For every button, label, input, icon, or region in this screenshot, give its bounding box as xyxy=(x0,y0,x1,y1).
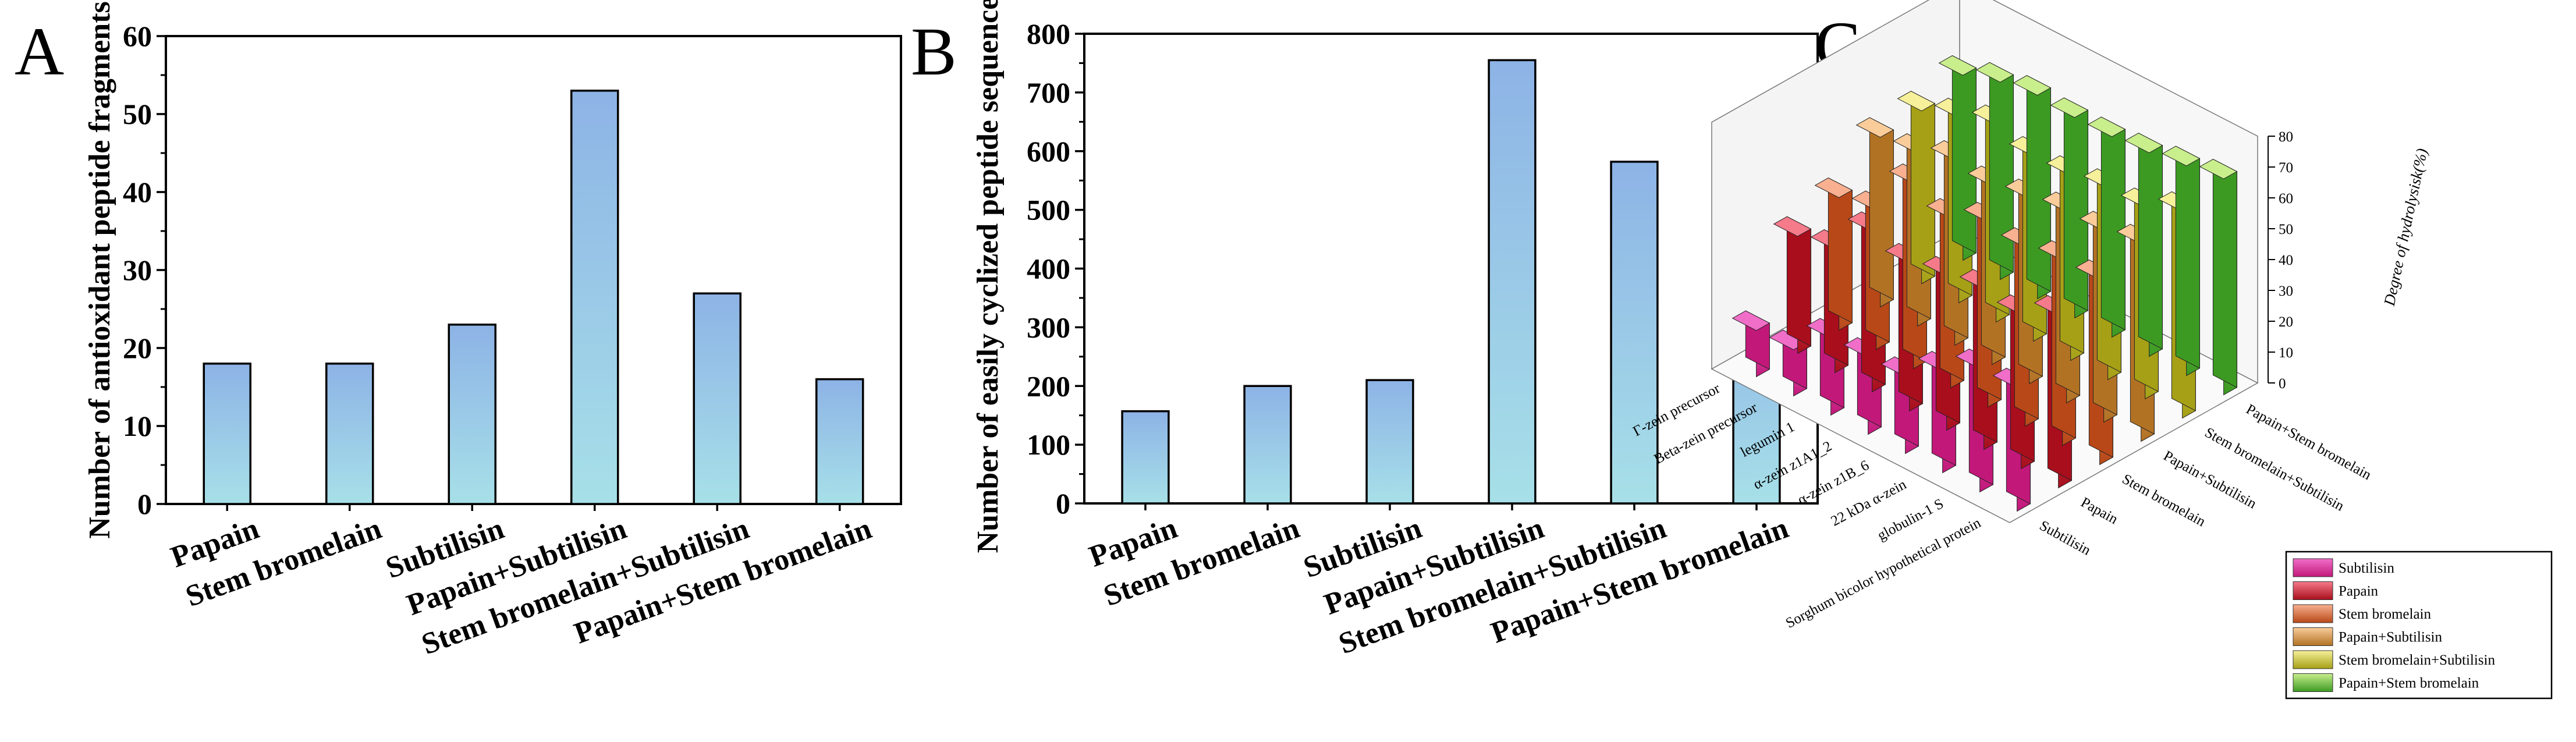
legend-swatch xyxy=(2293,604,2333,623)
bar-3d-top xyxy=(2050,97,2089,118)
panel-c-z-tick-label: 10 xyxy=(2279,345,2293,361)
panel-a-plot-frame xyxy=(165,35,902,505)
bar-3d-top xyxy=(1773,216,1812,237)
bar-3d-side xyxy=(1951,55,1977,254)
bar-3d-top xyxy=(2199,158,2238,180)
panel-b-y-tick-label: 100 xyxy=(1027,428,1070,461)
panel-c-legend: Subtilisin Papain Stem bromelain Papain+Sub… xyxy=(2285,551,2553,700)
bar-3d xyxy=(2124,132,2163,357)
panel-a-bar xyxy=(815,378,864,505)
panel-b-bar xyxy=(1488,59,1537,505)
bar-3d-top xyxy=(1897,91,1936,112)
panel-b-letter: B xyxy=(911,13,957,90)
panel-a-bar xyxy=(693,292,741,505)
panel-a-bar xyxy=(325,363,374,505)
panel-b-bar xyxy=(1365,379,1414,505)
legend-label: Papain+Stem bromelain xyxy=(2339,676,2479,691)
bar-3d-top xyxy=(2013,75,2052,96)
panel-c-z-tick-label: 30 xyxy=(2279,283,2293,299)
bar-3d-top xyxy=(1731,310,1770,331)
bar-3d-top xyxy=(1855,117,1894,138)
legend-swatch xyxy=(2293,627,2333,646)
panel-c-enzyme-label: Papain xyxy=(2078,495,2121,528)
panel-c-z-tick-label: 0 xyxy=(2279,376,2286,392)
panel-c-z-tick-label: 20 xyxy=(2279,314,2293,330)
panel-a-letter: A xyxy=(15,13,64,90)
panel-b-y-axis-title: Number of easily cyclized peptide sequen… xyxy=(971,0,1005,553)
legend-swatch xyxy=(2293,673,2333,692)
bar-3d-side xyxy=(1869,117,1894,300)
bar-3d xyxy=(2087,116,2126,338)
panel-b-y-tick-label: 500 xyxy=(1027,194,1070,226)
panel-a-y-tick-label: 20 xyxy=(123,332,152,364)
legend-label: Stem bromelain xyxy=(2339,606,2431,622)
bar-3d xyxy=(2013,74,2052,300)
panel-a-bar xyxy=(448,324,496,505)
bar-3d xyxy=(1731,310,1770,378)
panel-b-y-tick-label: 700 xyxy=(1027,76,1070,109)
panel-a-y-tick-label: 50 xyxy=(123,98,152,130)
bar-3d xyxy=(1975,62,2014,281)
bar-3d-side xyxy=(1910,90,1935,277)
panel-c-z-tick-label: 80 xyxy=(2279,129,2293,145)
bar-3d xyxy=(1897,90,1936,285)
legend-label: Papain+Subtilisin xyxy=(2339,630,2443,645)
bar-3d-side xyxy=(2212,158,2237,388)
legend-label: Papain xyxy=(2339,584,2379,599)
bar-3d xyxy=(1814,177,1853,331)
bar-3d-side xyxy=(1989,62,2014,273)
panel-a-y-tick-label: 40 xyxy=(123,176,152,208)
panel-a-y-tick-label: 10 xyxy=(123,410,152,442)
bar-3d xyxy=(2162,145,2201,377)
panel-a-y-tick-label: 30 xyxy=(123,254,152,286)
bar-3d xyxy=(2199,158,2238,396)
bar-3d-side xyxy=(2138,132,2163,350)
bar-3d xyxy=(1773,216,1812,354)
legend-label: Stem bromelain+Subtilisin xyxy=(2339,652,2495,668)
bar-3d-top xyxy=(2162,145,2201,166)
panel-b-y-tick-label: 300 xyxy=(1027,311,1070,343)
panel-b-bar xyxy=(1610,161,1659,505)
panel-c-bars xyxy=(1731,55,2238,512)
panel-a-y-axis-title: Number of antioxidant peptide fragments xyxy=(83,1,116,538)
panel-a-y-tick-label: 60 xyxy=(123,20,152,52)
bar-3d-side xyxy=(2175,145,2200,369)
bar-3d-side xyxy=(2100,116,2126,331)
bar-3d xyxy=(1855,117,1894,308)
panel-b-bar xyxy=(1121,410,1170,505)
panel-c-z-tick-label: 70 xyxy=(2279,160,2293,176)
bar-3d-top xyxy=(1814,177,1853,198)
legend-swatch xyxy=(2293,650,2333,669)
bar-3d-side xyxy=(2026,74,2051,292)
panel-c-z-tick-label: 40 xyxy=(2279,253,2293,268)
panel-c-enzyme-label: Stem bromelain+Subtilisin xyxy=(2202,425,2347,514)
panel-b-chart: B Number of easily cyclized peptide sequ… xyxy=(911,0,1819,661)
panel-c-enzyme-label: Subtilisin xyxy=(2037,518,2094,559)
legend-swatch xyxy=(2293,581,2333,600)
panel-c-z-tick-label: 50 xyxy=(2279,222,2293,237)
bar-3d-side xyxy=(2063,97,2088,311)
panel-b-y-tick-label: 0 xyxy=(1056,487,1070,520)
bar-3d-side xyxy=(1786,216,1811,347)
bar-3d-top xyxy=(2087,116,2126,137)
bar-3d-top xyxy=(2124,133,2163,154)
panel-b-y-tick-label: 400 xyxy=(1027,253,1070,285)
panel-a-chart: A Number of antioxidant peptide fragment… xyxy=(15,1,902,661)
panel-b-bar xyxy=(1243,385,1292,505)
panel-b-y-tick-label: 800 xyxy=(1027,17,1070,50)
panel-c-z-axis-title: Degree of hydrolysisk(%) xyxy=(2380,147,2431,308)
panel-b-y-tick-label: 200 xyxy=(1027,370,1070,402)
bar-3d-top xyxy=(1938,55,1977,76)
legend-swatch xyxy=(2293,558,2333,577)
panel-a-bar xyxy=(203,363,251,505)
bar-3d-side xyxy=(1828,177,1853,324)
panel-c-z-tick-label: 60 xyxy=(2279,191,2293,207)
panel-a-bar xyxy=(570,90,619,505)
panel-a-y-tick-label: 0 xyxy=(137,488,152,520)
legend-label: Subtilisin xyxy=(2339,560,2394,576)
bar-3d-top xyxy=(1975,62,2014,83)
panel-b-y-tick-label: 600 xyxy=(1027,135,1070,168)
